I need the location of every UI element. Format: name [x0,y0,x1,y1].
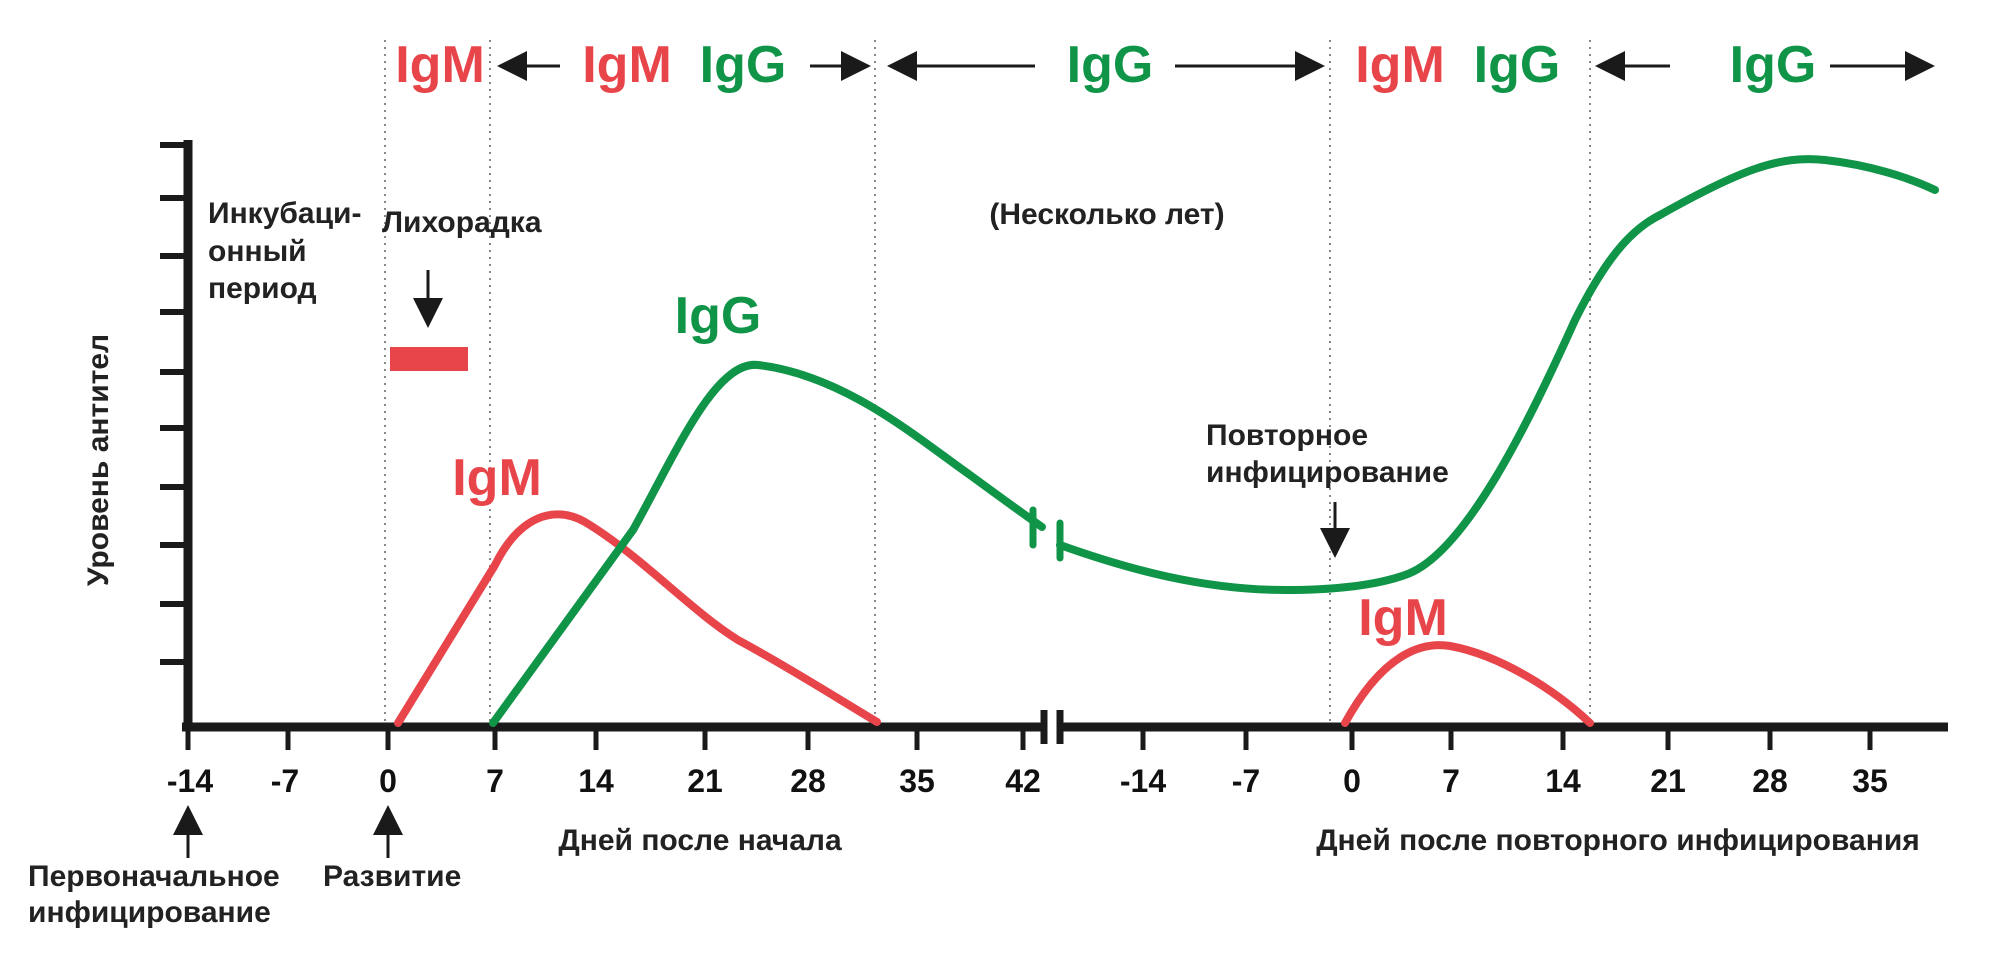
reinfection-line-2: инфицирование [1206,456,1449,489]
x-tick-label: 14 [578,763,614,799]
initial-infection-line-1: Первоначальное [28,860,280,893]
header-igg-5: IgG [1730,36,1817,94]
igg-primary-label: IgG [675,287,762,345]
curve-labels: IgM IgG IgM [452,287,1448,647]
onset-label: Развитие [323,860,461,893]
igg-primary-curve [489,360,1046,727]
x-tick-label: 0 [1343,763,1361,799]
x-tick-label: 35 [899,763,935,799]
x-tick-label: -7 [271,763,299,799]
incubation-line-1: Инкубаци- [208,197,361,230]
reinfection-line-1: Повторное [1206,419,1368,452]
fever-bar [390,347,468,371]
x-tick-label: 42 [1005,763,1041,799]
x-tick-labels-primary: -14 -7 0 7 14 21 28 35 42 [167,763,1041,799]
x-tick-label: 21 [687,763,723,799]
x-tick-label: -7 [1232,763,1260,799]
y-axis-label: Уровень антител [82,334,115,586]
igm-secondary-curve [1341,641,1594,727]
header-igg-4: IgG [1474,36,1561,94]
igg-secondary-curve [1056,155,1939,594]
x-axis-label-primary: Дней после начала [558,824,842,857]
igm-secondary-label: IgM [1358,589,1448,647]
x-tick-label: -14 [1120,763,1166,799]
x-tick-labels-secondary: -14 -7 0 7 14 21 28 35 [1120,763,1888,799]
phase-header: IgM IgM IgG IgG IgM IgG IgG [395,36,1935,94]
x-tick-label: 0 [379,763,397,799]
header-igg-2: IgG [700,36,787,94]
x-tick-label: 35 [1852,763,1888,799]
x-tick-label: 28 [1752,763,1788,799]
y-axis: Уровень антител [82,140,193,728]
x-tick-label: 7 [1442,763,1460,799]
x-tick-label: 14 [1545,763,1581,799]
header-igm-1: IgM [395,36,485,94]
x-axis-label-secondary: Дней после повторного инфицирования [1316,824,1920,857]
x-axis: -14 -7 0 7 14 21 28 35 42 -14 -7 0 7 14 … [167,710,1948,857]
fever-label: Лихорадка [382,206,542,239]
incubation-line-3: период [208,272,317,305]
header-igm-4: IgM [1355,36,1445,94]
initial-infection-line-2: инфицирование [28,896,271,929]
x-axis-ticks [185,727,1873,750]
header-igg-3: IgG [1067,36,1154,94]
igm-primary-curve [394,510,881,727]
y-axis-ticks [160,142,188,665]
several-years-label: (Несколько лет) [989,198,1224,231]
incubation-line-2: онный [208,235,307,268]
igm-primary-label: IgM [452,449,542,507]
annotations: Инкубаци- онный период Лихорадка (Нескол… [28,197,1449,929]
antibody-curves [394,155,1939,727]
x-tick-label: -14 [167,763,213,799]
header-igm-2: IgM [582,36,672,94]
x-tick-label: 21 [1650,763,1686,799]
x-tick-label: 7 [486,763,504,799]
x-tick-label: 28 [790,763,826,799]
